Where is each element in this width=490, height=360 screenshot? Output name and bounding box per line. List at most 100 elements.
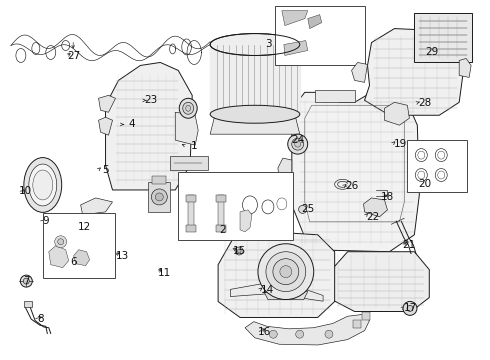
Polygon shape bbox=[264, 292, 308, 300]
Text: 19: 19 bbox=[393, 139, 407, 149]
Circle shape bbox=[294, 141, 301, 147]
Text: 3: 3 bbox=[265, 40, 272, 49]
Bar bbox=[415, 13, 472, 62]
Circle shape bbox=[58, 239, 64, 245]
Bar bbox=[24, 301, 32, 307]
Text: 1: 1 bbox=[191, 141, 197, 151]
Circle shape bbox=[266, 252, 306, 292]
Polygon shape bbox=[292, 92, 419, 252]
Text: 20: 20 bbox=[418, 179, 431, 189]
Bar bbox=[186, 195, 196, 202]
Circle shape bbox=[403, 301, 417, 315]
Bar bbox=[171, 156, 208, 170]
Polygon shape bbox=[308, 15, 322, 28]
Polygon shape bbox=[417, 155, 429, 180]
Ellipse shape bbox=[24, 158, 62, 212]
Polygon shape bbox=[105, 62, 192, 190]
Ellipse shape bbox=[29, 164, 57, 206]
Circle shape bbox=[151, 189, 167, 205]
Text: 16: 16 bbox=[258, 327, 271, 337]
Circle shape bbox=[325, 330, 333, 338]
Bar bbox=[178, 172, 293, 240]
Text: 9: 9 bbox=[43, 216, 49, 226]
Polygon shape bbox=[81, 198, 113, 215]
Text: 4: 4 bbox=[128, 120, 135, 129]
Circle shape bbox=[235, 247, 243, 255]
Polygon shape bbox=[245, 315, 369, 345]
Polygon shape bbox=[364, 198, 388, 217]
Polygon shape bbox=[98, 95, 116, 112]
Text: 25: 25 bbox=[301, 204, 314, 215]
Text: 29: 29 bbox=[425, 46, 438, 57]
Polygon shape bbox=[240, 210, 252, 232]
Text: 6: 6 bbox=[70, 257, 76, 267]
Circle shape bbox=[270, 330, 277, 338]
Circle shape bbox=[298, 206, 307, 213]
Polygon shape bbox=[98, 117, 113, 135]
Ellipse shape bbox=[33, 170, 53, 200]
Polygon shape bbox=[332, 252, 429, 311]
Text: 18: 18 bbox=[381, 192, 394, 202]
Polygon shape bbox=[282, 11, 308, 26]
Text: 21: 21 bbox=[402, 240, 415, 250]
Ellipse shape bbox=[179, 98, 197, 118]
Text: 12: 12 bbox=[78, 222, 92, 232]
Polygon shape bbox=[278, 158, 292, 185]
Bar bbox=[362, 312, 370, 320]
Bar bbox=[218, 195, 224, 230]
Circle shape bbox=[155, 193, 163, 201]
Polygon shape bbox=[49, 246, 69, 268]
Bar bbox=[275, 6, 365, 66]
Text: 2: 2 bbox=[220, 225, 226, 235]
Circle shape bbox=[273, 259, 299, 285]
Text: 22: 22 bbox=[366, 212, 380, 221]
Polygon shape bbox=[218, 230, 335, 318]
Text: 15: 15 bbox=[233, 246, 246, 256]
Polygon shape bbox=[210, 114, 300, 134]
Polygon shape bbox=[365, 28, 464, 115]
Polygon shape bbox=[210, 45, 300, 114]
Circle shape bbox=[21, 275, 32, 287]
Bar bbox=[152, 176, 166, 184]
Polygon shape bbox=[352, 62, 368, 82]
Text: 28: 28 bbox=[418, 98, 431, 108]
Text: 10: 10 bbox=[19, 186, 32, 197]
Text: 17: 17 bbox=[403, 303, 416, 314]
Bar bbox=[407, 140, 467, 192]
Circle shape bbox=[292, 138, 304, 150]
Text: 23: 23 bbox=[145, 95, 158, 105]
Bar bbox=[148, 182, 171, 212]
Text: 8: 8 bbox=[38, 314, 44, 324]
Text: 24: 24 bbox=[291, 135, 304, 145]
Bar bbox=[216, 195, 226, 202]
Text: 7: 7 bbox=[23, 276, 29, 286]
Circle shape bbox=[407, 305, 413, 311]
Polygon shape bbox=[385, 102, 409, 125]
Ellipse shape bbox=[210, 33, 300, 55]
Circle shape bbox=[24, 278, 29, 284]
Text: 13: 13 bbox=[115, 251, 128, 261]
Circle shape bbox=[55, 236, 67, 248]
Polygon shape bbox=[459, 58, 471, 77]
Polygon shape bbox=[284, 41, 308, 55]
Ellipse shape bbox=[210, 105, 300, 123]
Circle shape bbox=[295, 330, 304, 338]
Polygon shape bbox=[175, 112, 198, 145]
Ellipse shape bbox=[186, 105, 191, 111]
Bar bbox=[186, 225, 196, 232]
Text: 27: 27 bbox=[68, 51, 81, 61]
Circle shape bbox=[237, 249, 241, 253]
Bar bbox=[188, 195, 194, 230]
Text: 11: 11 bbox=[158, 267, 171, 278]
Polygon shape bbox=[74, 250, 90, 266]
Text: 5: 5 bbox=[102, 165, 109, 175]
Ellipse shape bbox=[183, 102, 194, 114]
Circle shape bbox=[258, 244, 314, 300]
Circle shape bbox=[288, 134, 308, 154]
Text: 26: 26 bbox=[345, 181, 358, 192]
Circle shape bbox=[280, 266, 292, 278]
Bar bbox=[353, 320, 361, 328]
Text: 14: 14 bbox=[260, 285, 273, 296]
Polygon shape bbox=[230, 283, 323, 301]
Polygon shape bbox=[315, 90, 355, 102]
